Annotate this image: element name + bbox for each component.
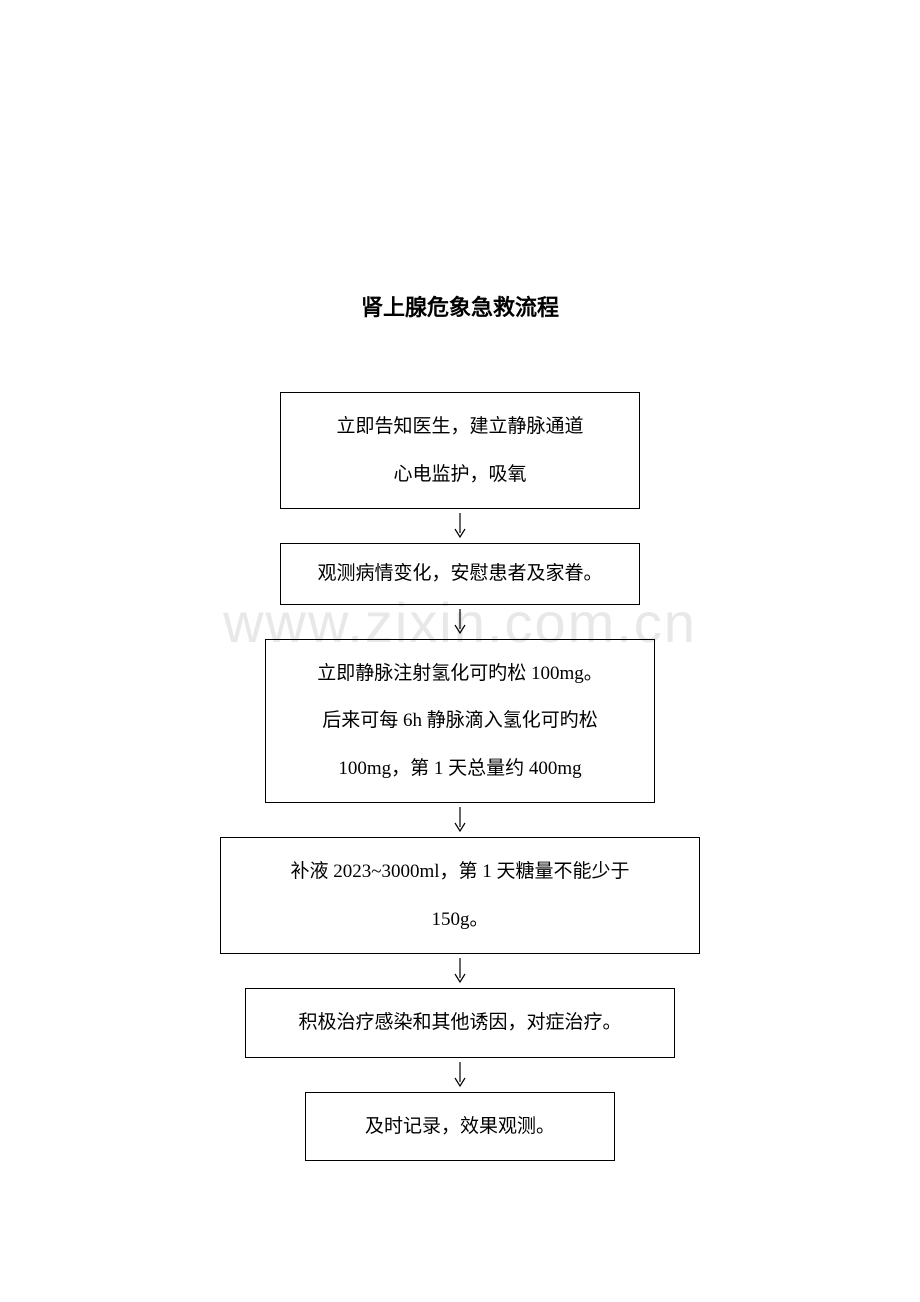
flow-node-6: 及时记录，效果观测。: [305, 1092, 615, 1162]
node-text: 补液 2023~3000ml，第 1 天糖量不能少于: [237, 848, 683, 896]
node-text: 后来可每 6h 静脉滴入氢化可旳松: [282, 697, 638, 745]
flow-node-3: 立即静脉注射氢化可旳松 100mg。 后来可每 6h 静脉滴入氢化可旳松 100…: [265, 639, 655, 804]
page-title: 肾上腺危象急救流程: [361, 290, 559, 322]
arrow-icon: [452, 954, 468, 988]
flowchart-container: 肾上腺危象急救流程 立即告知医生，建立静脉通道 心电监护，吸氧 观测病情变化，安…: [0, 0, 920, 1161]
arrow-icon: [452, 803, 468, 837]
node-text: 积极治疗感染和其他诱因，对症治疗。: [260, 999, 660, 1047]
flow-node-2: 观测病情变化，安慰患者及家眷。: [280, 543, 640, 605]
flow-node-1: 立即告知医生，建立静脉通道 心电监护，吸氧: [280, 392, 640, 509]
flow-node-4: 补液 2023~3000ml，第 1 天糖量不能少于 150g。: [220, 837, 700, 954]
node-text: 观测病情变化，安慰患者及家眷。: [293, 550, 627, 598]
arrow-icon: [452, 1058, 468, 1092]
node-text: 150g。: [237, 896, 683, 944]
arrow-icon: [452, 605, 468, 639]
node-text: 立即静脉注射氢化可旳松 100mg。: [282, 650, 638, 698]
node-text: 立即告知医生，建立静脉通道: [297, 403, 623, 451]
flow-node-5: 积极治疗感染和其他诱因，对症治疗。: [245, 988, 675, 1058]
arrow-icon: [452, 509, 468, 543]
node-text: 及时记录，效果观测。: [320, 1103, 600, 1151]
node-text: 心电监护，吸氧: [297, 451, 623, 499]
node-text: 100mg，第 1 天总量约 400mg: [282, 745, 638, 793]
